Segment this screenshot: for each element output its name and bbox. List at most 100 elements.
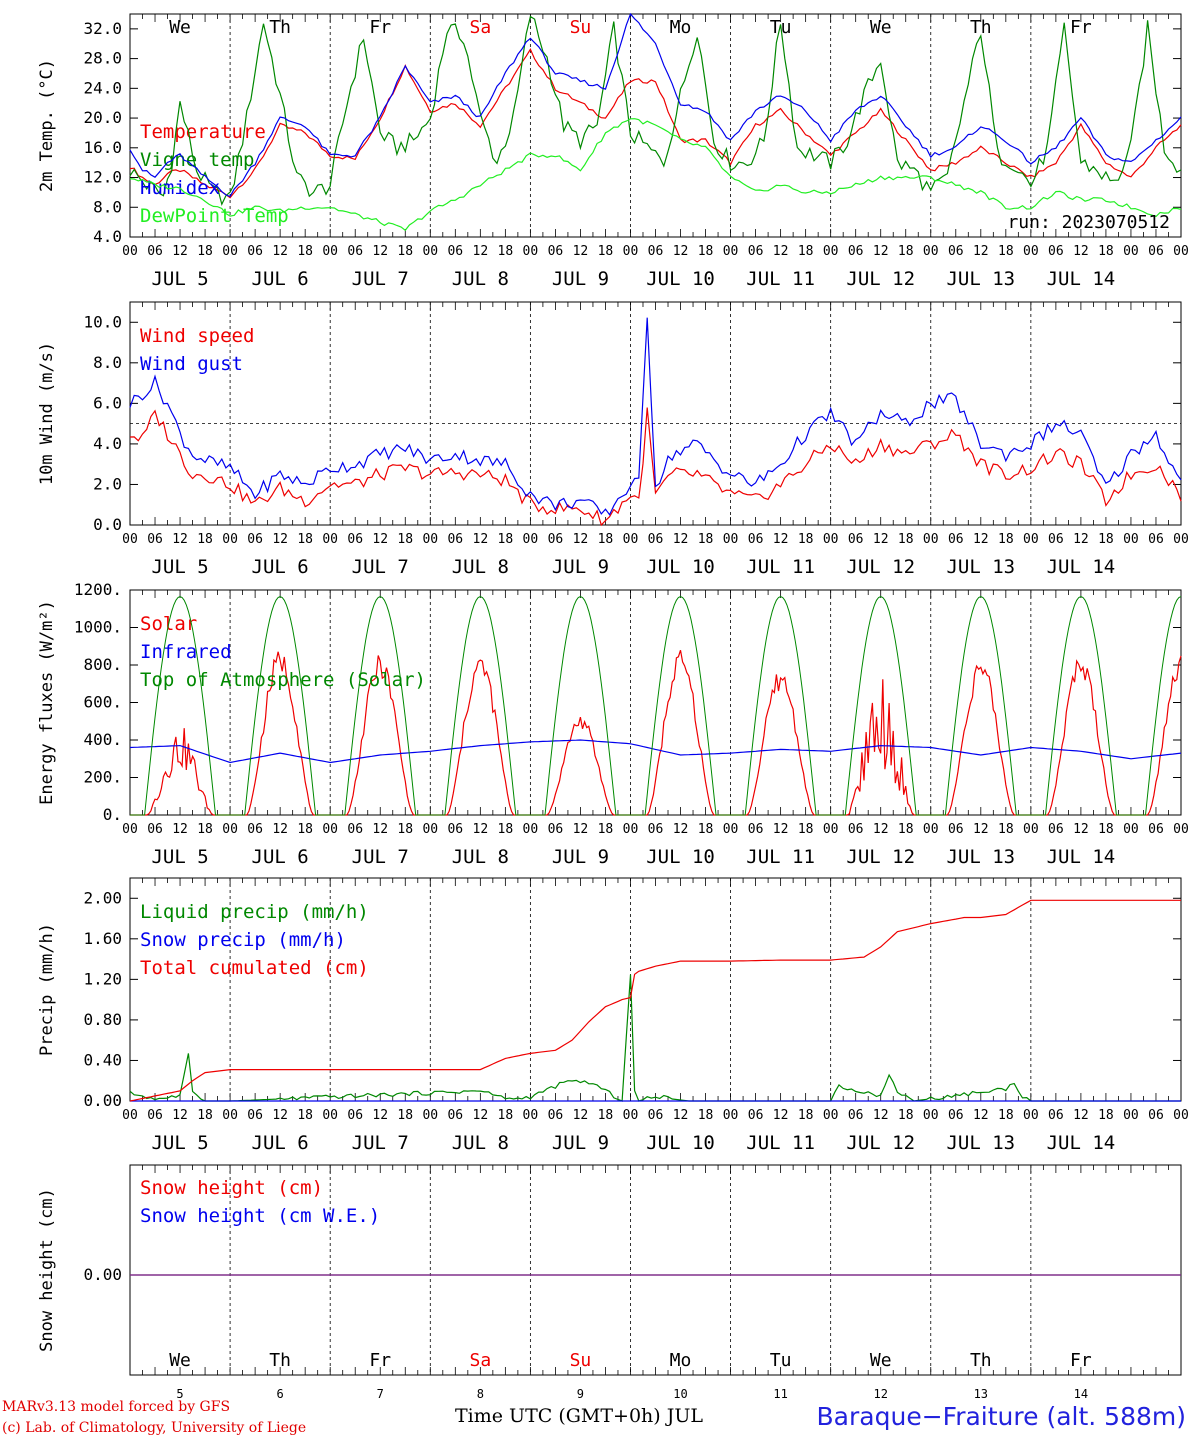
x-hour-label: 12 <box>372 244 388 259</box>
y-tick-label: 0.80 <box>83 1010 122 1029</box>
x-date-label: JUL 8 <box>452 846 509 868</box>
x-hour-label: 06 <box>447 244 463 259</box>
x-hour-label: 18 <box>498 1108 514 1123</box>
x-date-label: JUL 5 <box>151 556 208 578</box>
x-date-label: JUL 6 <box>252 268 309 290</box>
y-axis-label: 2m Temp. (°C) <box>37 59 57 192</box>
x-hour-label: 00 <box>523 244 539 259</box>
x-hour-label: 06 <box>748 1108 764 1123</box>
x-hour-label: 06 <box>948 244 964 259</box>
panel-1: 4.0 8.0 12.0 16.0 20.0 24.0 28.0 32.0 2m Temp. (… <box>37 12 1189 290</box>
x-date-label: JUL 14 <box>1047 1132 1116 1154</box>
panel-4: 0.00 0.40 0.80 1.20 1.60 2.00 Precip (mm/h) Liq… <box>37 877 1189 1154</box>
x-date-label: JUL 12 <box>846 556 915 578</box>
x-hour-label: 00 <box>222 1108 238 1123</box>
x-hour-label: 12 <box>272 532 288 547</box>
x-hour-label: 00 <box>1123 532 1139 547</box>
series-line <box>129 12 1182 198</box>
x-hour-label: 18 <box>197 244 213 259</box>
weekday-label: We <box>870 1350 892 1371</box>
legend-entry: Infrared <box>140 641 232 663</box>
x-date-label: JUL 10 <box>646 268 715 290</box>
x-hour-label: 06 <box>247 532 263 547</box>
x-hour-label: 12 <box>172 1108 188 1123</box>
legend-entry: Snow height (cm) <box>140 1177 323 1199</box>
x-hour-label: 12 <box>773 1108 789 1123</box>
y-tick-label: 1000. <box>74 618 122 637</box>
station-name: Baraque−Fraiture (alt. 588m) <box>816 1402 1186 1431</box>
x-hour-label: 18 <box>1098 822 1114 837</box>
x-hour-label: 00 <box>823 532 839 547</box>
x-hour-label: 18 <box>898 532 914 547</box>
x-date-label: JUL 5 <box>151 1132 208 1154</box>
x-hour-label: 18 <box>297 822 313 837</box>
x-hour-label: 00 <box>422 532 438 547</box>
x-hour-label: 12 <box>973 1108 989 1123</box>
y-tick-label: 0.0 <box>93 515 122 534</box>
x-hour-label: 18 <box>197 1108 213 1123</box>
x-hour-label: 18 <box>798 532 814 547</box>
weekday-label: Th <box>970 1350 992 1371</box>
day-number-label: 14 <box>1074 1387 1088 1400</box>
x-hour-label: 12 <box>1073 1108 1089 1123</box>
legend-entry: DewPoint Temp <box>140 205 289 227</box>
x-date-label: JUL 6 <box>252 556 309 578</box>
x-hour-label: 00 <box>1123 822 1139 837</box>
weekday-label: Fr <box>369 17 391 38</box>
x-date-label: JUL 5 <box>151 846 208 868</box>
x-hour-label: 00 <box>623 532 639 547</box>
weekday-label: Fr <box>1070 17 1092 38</box>
x-hour-label: 12 <box>973 244 989 259</box>
x-hour-label: 12 <box>773 244 789 259</box>
x-hour-label: 00 <box>623 822 639 837</box>
weekday-label: Fr <box>1070 1350 1092 1371</box>
day-number-label: 6 <box>277 1387 284 1400</box>
x-date-label: JUL 11 <box>746 1132 815 1154</box>
x-hour-label: 12 <box>473 822 489 837</box>
y-tick-label: 8.0 <box>93 197 122 216</box>
legend-entry: Snow precip (mm/h) <box>140 929 346 951</box>
x-hour-label: 00 <box>923 244 939 259</box>
day-number-label: 9 <box>577 1387 584 1400</box>
x-hour-label: 18 <box>297 532 313 547</box>
x-hour-label: 06 <box>1048 532 1064 547</box>
x-hour-label: 06 <box>447 1108 463 1123</box>
day-number-label: 12 <box>873 1387 887 1400</box>
x-hour-label: 18 <box>698 822 714 837</box>
x-hour-label: 12 <box>873 244 889 259</box>
y-tick-label: 0.00 <box>83 1265 122 1284</box>
y-tick-label: 1200. <box>74 580 122 599</box>
y-tick-label: 4.0 <box>93 227 122 246</box>
y-tick-label: 16.0 <box>83 138 122 157</box>
panel-2: 0.0 2.0 4.0 6.0 8.0 10.0 10m Wind (m/s) Wind sp… <box>37 301 1189 578</box>
x-hour-label: 00 <box>723 822 739 837</box>
weekday-label: Th <box>970 17 992 38</box>
x-hour-label: 18 <box>397 1108 413 1123</box>
x-date-label: JUL 8 <box>452 1132 509 1154</box>
x-hour-label: 06 <box>347 1108 363 1123</box>
x-hour-label: 12 <box>473 1108 489 1123</box>
x-hour-label: 12 <box>673 532 689 547</box>
day-number-label: 7 <box>377 1387 384 1400</box>
x-hour-label: 06 <box>548 1108 564 1123</box>
x-hour-label: 06 <box>247 244 263 259</box>
x-hour-label: 18 <box>698 1108 714 1123</box>
x-hour-label: 00 <box>723 244 739 259</box>
weekday-label: Th <box>269 1350 291 1371</box>
weekday-label: Tu <box>770 17 792 38</box>
x-hour-label: 18 <box>598 1108 614 1123</box>
x-hour-label: 00 <box>523 822 539 837</box>
x-hour-label: 00 <box>122 822 138 837</box>
x-hour-label: 00 <box>723 532 739 547</box>
legend-entry: Top of Atmosphere (Solar) <box>140 669 426 691</box>
x-hour-label: 12 <box>973 822 989 837</box>
x-date-label: JUL 14 <box>1047 846 1116 868</box>
x-hour-label: 06 <box>848 822 864 837</box>
x-hour-label: 12 <box>172 244 188 259</box>
x-hour-label: 18 <box>197 822 213 837</box>
x-hour-label: 00 <box>222 532 238 547</box>
series-line <box>129 974 1181 1102</box>
time-axis-label: Time UTC (GMT+0h) JUL <box>455 1405 703 1427</box>
x-hour-label: 06 <box>648 244 664 259</box>
x-hour-label: 12 <box>873 1108 889 1123</box>
